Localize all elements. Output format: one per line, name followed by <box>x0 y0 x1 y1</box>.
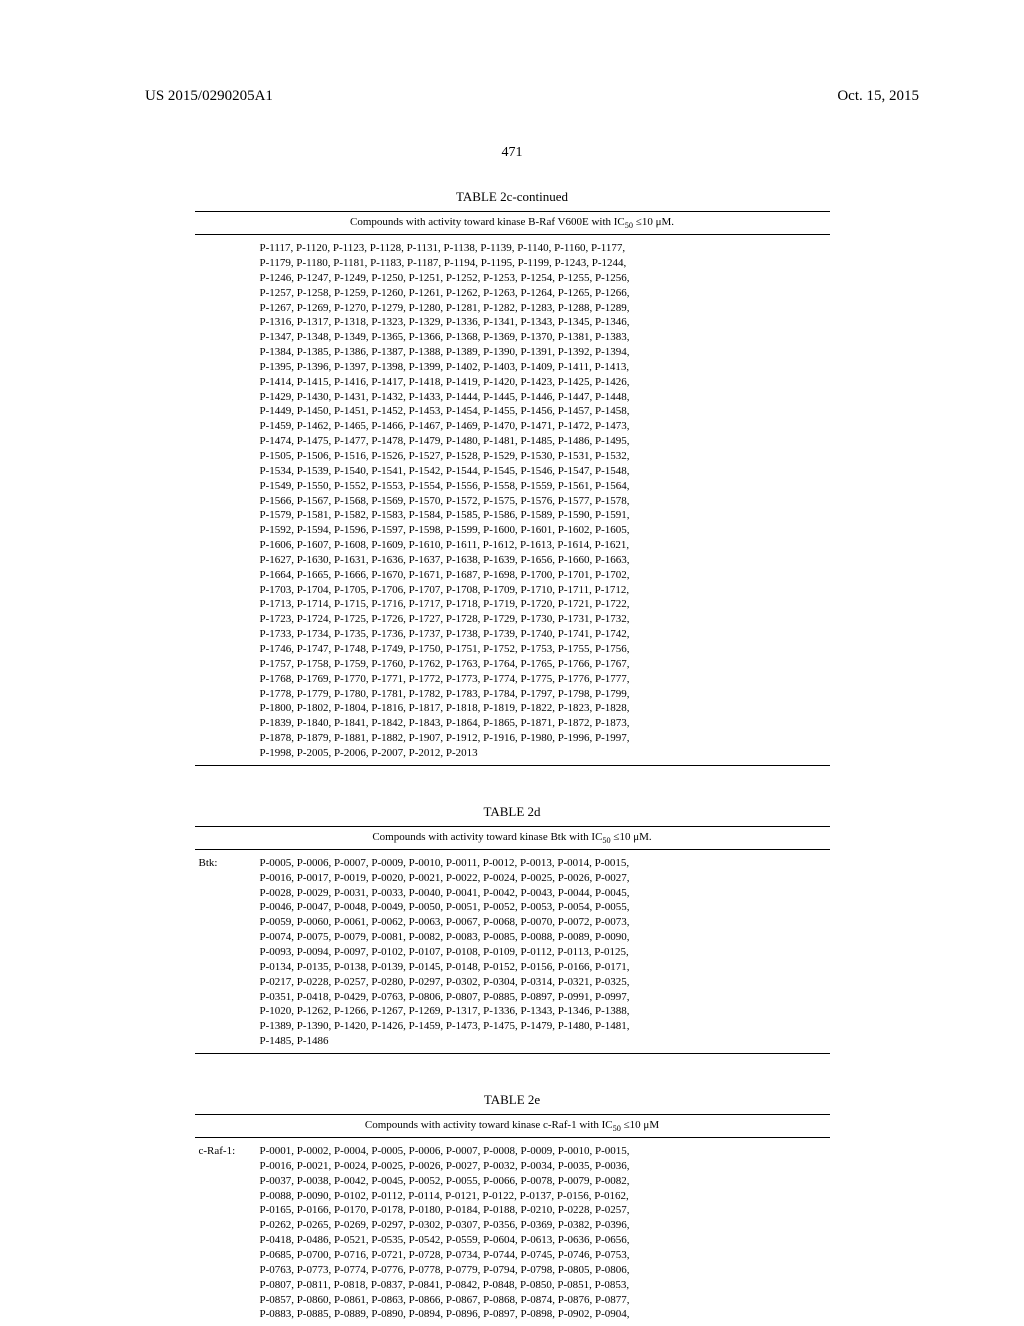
compound-line: P-1549, P-1550, P-1552, P-1553, P-1554, … <box>260 479 830 494</box>
compound-line: P-1566, P-1567, P-1568, P-1569, P-1570, … <box>260 494 830 509</box>
compound-line: P-0685, P-0700, P-0716, P-0721, P-0728, … <box>260 1248 830 1263</box>
compound-line: P-0005, P-0006, P-0007, P-0009, P-0010, … <box>260 856 830 871</box>
compound-line: P-1723, P-1724, P-1725, P-1726, P-1727, … <box>260 612 830 627</box>
table-2c-subtitle: Compounds with activity toward kinase B-… <box>195 211 830 235</box>
compound-line: P-1316, P-1317, P-1318, P-1323, P-1329, … <box>260 315 830 330</box>
compound-line: P-1395, P-1396, P-1397, P-1398, P-1399, … <box>260 360 830 375</box>
compound-line: P-1768, P-1769, P-1770, P-1771, P-1772, … <box>260 672 830 687</box>
compound-line: P-0074, P-0075, P-0079, P-0081, P-0082, … <box>260 930 830 945</box>
compound-line: P-1505, P-1506, P-1516, P-1526, P-1527, … <box>260 449 830 464</box>
compound-line: P-1474, P-1475, P-1477, P-1478, P-1479, … <box>260 434 830 449</box>
compound-line: P-1579, P-1581, P-1582, P-1583, P-1584, … <box>260 508 830 523</box>
publication-number: US 2015/0290205A1 <box>145 88 273 105</box>
table-2e-subtitle: Compounds with activity toward kinase c-… <box>195 1114 830 1138</box>
compound-line: P-1414, P-1415, P-1416, P-1417, P-1418, … <box>260 375 830 390</box>
compound-line: P-1117, P-1120, P-1123, P-1128, P-1131, … <box>260 241 830 256</box>
compound-line: P-1449, P-1450, P-1451, P-1452, P-1453, … <box>260 404 830 419</box>
compound-line: P-1839, P-1840, P-1841, P-1842, P-1843, … <box>260 716 830 731</box>
compound-line: P-0001, P-0002, P-0004, P-0005, P-0006, … <box>260 1144 830 1159</box>
compound-line: P-0028, P-0029, P-0031, P-0033, P-0040, … <box>260 886 830 901</box>
compound-line: P-1606, P-1607, P-1608, P-1609, P-1610, … <box>260 538 830 553</box>
compound-line: P-1757, P-1758, P-1759, P-1760, P-1762, … <box>260 657 830 672</box>
document-header: US 2015/0290205A1 Oct. 15, 2015 <box>0 0 1024 105</box>
table-2d: TABLE 2d Compounds with activity toward … <box>195 804 830 1054</box>
compound-line: P-1713, P-1714, P-1715, P-1716, P-1717, … <box>260 597 830 612</box>
compound-line: P-1778, P-1779, P-1780, P-1781, P-1782, … <box>260 687 830 702</box>
table-2e-body: c-Raf-1: P-0001, P-0002, P-0004, P-0005,… <box>195 1138 830 1326</box>
compound-line: P-1389, P-1390, P-1420, P-1426, P-1459, … <box>260 1019 830 1034</box>
table-2d-body: Btk: P-0005, P-0006, P-0007, P-0009, P-0… <box>195 850 830 1054</box>
compound-line: P-1246, P-1247, P-1249, P-1250, P-1251, … <box>260 271 830 286</box>
table-2d-subtitle: Compounds with activity toward kinase Bt… <box>195 826 830 850</box>
table-2d-label: Btk: <box>195 856 260 1049</box>
compound-line: P-1179, P-1180, P-1181, P-1183, P-1187, … <box>260 256 830 271</box>
compound-line: P-0093, P-0094, P-0097, P-0102, P-0107, … <box>260 945 830 960</box>
compound-line: P-0088, P-0090, P-0102, P-0112, P-0114, … <box>260 1189 830 1204</box>
publication-date: Oct. 15, 2015 <box>837 88 919 105</box>
compound-line: P-1627, P-1630, P-1631, P-1636, P-1637, … <box>260 553 830 568</box>
compound-line: P-1257, P-1258, P-1259, P-1260, P-1261, … <box>260 286 830 301</box>
compound-line: P-0134, P-0135, P-0138, P-0139, P-0145, … <box>260 960 830 975</box>
compound-line: P-0351, P-0418, P-0429, P-0763, P-0806, … <box>260 990 830 1005</box>
table-2e-title: TABLE 2e <box>195 1092 830 1108</box>
compound-line: P-1347, P-1348, P-1349, P-1365, P-1366, … <box>260 330 830 345</box>
compound-line: P-0037, P-0038, P-0042, P-0045, P-0052, … <box>260 1174 830 1189</box>
compound-line: P-0807, P-0811, P-0818, P-0837, P-0841, … <box>260 1278 830 1293</box>
table-2c: TABLE 2c-continued Compounds with activi… <box>195 189 830 766</box>
compound-line: P-1703, P-1704, P-1705, P-1706, P-1707, … <box>260 583 830 598</box>
compound-line: P-1429, P-1430, P-1431, P-1432, P-1433, … <box>260 390 830 405</box>
compound-line: P-1746, P-1747, P-1748, P-1749, P-1750, … <box>260 642 830 657</box>
compound-line: P-1733, P-1734, P-1735, P-1736, P-1737, … <box>260 627 830 642</box>
table-2e-label: c-Raf-1: <box>195 1144 260 1322</box>
compound-line: P-0763, P-0773, P-0774, P-0776, P-0778, … <box>260 1263 830 1278</box>
compound-line: P-1592, P-1594, P-1596, P-1597, P-1598, … <box>260 523 830 538</box>
compound-line: P-1485, P-1486 <box>260 1034 830 1049</box>
compound-line: P-0165, P-0166, P-0170, P-0178, P-0180, … <box>260 1203 830 1218</box>
compound-line: P-0262, P-0265, P-0269, P-0297, P-0302, … <box>260 1218 830 1233</box>
compound-line: P-1534, P-1539, P-1540, P-1541, P-1542, … <box>260 464 830 479</box>
compound-line: P-1878, P-1879, P-1881, P-1882, P-1907, … <box>260 731 830 746</box>
compound-line: P-0016, P-0017, P-0019, P-0020, P-0021, … <box>260 871 830 886</box>
compound-line: P-1998, P-2005, P-2006, P-2007, P-2012, … <box>260 746 830 761</box>
compound-line: P-0016, P-0021, P-0024, P-0025, P-0026, … <box>260 1159 830 1174</box>
compound-line: P-1020, P-1262, P-1266, P-1267, P-1269, … <box>260 1004 830 1019</box>
compound-line: P-0857, P-0860, P-0861, P-0863, P-0866, … <box>260 1293 830 1308</box>
compound-line: P-1664, P-1665, P-1666, P-1670, P-1671, … <box>260 568 830 583</box>
compound-line: P-0059, P-0060, P-0061, P-0062, P-0063, … <box>260 915 830 930</box>
table-2e: TABLE 2e Compounds with activity toward … <box>195 1092 830 1326</box>
compound-line: P-1384, P-1385, P-1386, P-1387, P-1388, … <box>260 345 830 360</box>
compound-line: P-0418, P-0486, P-0521, P-0535, P-0542, … <box>260 1233 830 1248</box>
compound-line: P-0046, P-0047, P-0048, P-0049, P-0050, … <box>260 900 830 915</box>
compound-line: P-1459, P-1462, P-1465, P-1466, P-1467, … <box>260 419 830 434</box>
compound-line: P-0217, P-0228, P-0257, P-0280, P-0297, … <box>260 975 830 990</box>
table-2d-title: TABLE 2d <box>195 804 830 820</box>
table-2c-title: TABLE 2c-continued <box>195 189 830 205</box>
table-2c-body: P-1117, P-1120, P-1123, P-1128, P-1131, … <box>195 235 830 766</box>
compound-line: P-1267, P-1269, P-1270, P-1279, P-1280, … <box>260 301 830 316</box>
page-number: 471 <box>0 145 1024 161</box>
compound-line: P-1800, P-1802, P-1804, P-1816, P-1817, … <box>260 701 830 716</box>
